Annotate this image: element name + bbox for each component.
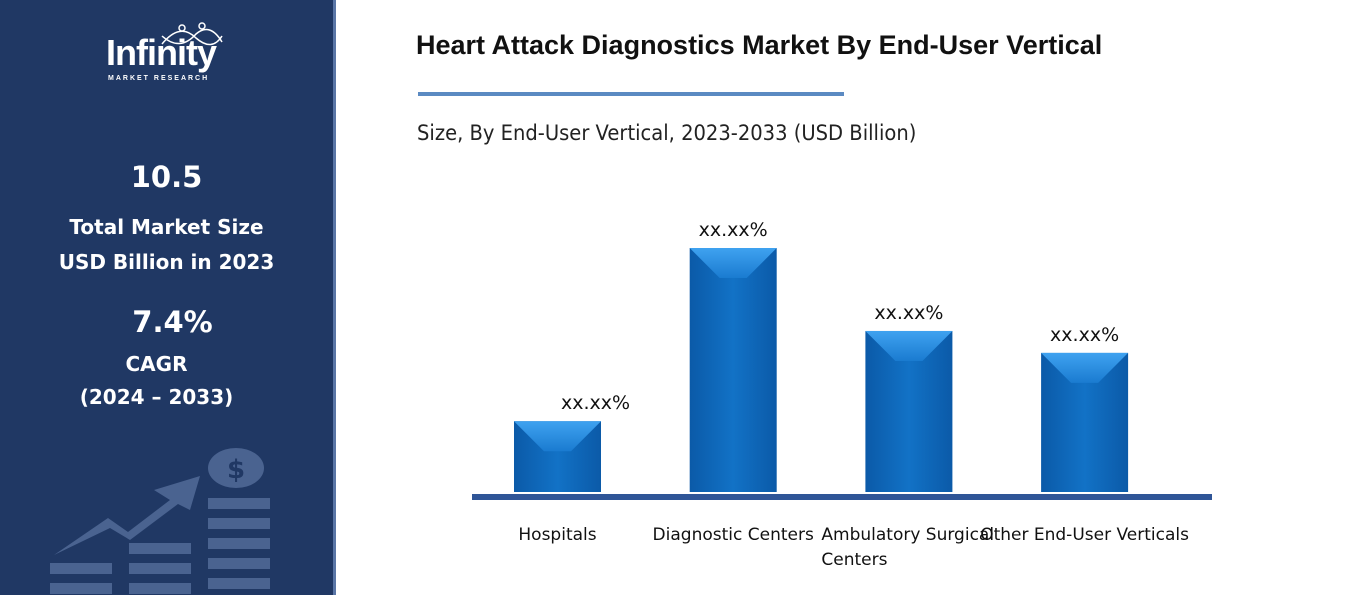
bar-bevel [1041, 352, 1129, 383]
cagr-value: 7.4% [132, 305, 213, 339]
bar-1 [689, 248, 777, 492]
data-label: xx.xx% [1050, 324, 1119, 346]
market-size-value: 10.5 [130, 160, 203, 194]
bar-2 [865, 330, 953, 492]
bar-body [689, 248, 777, 492]
svg-text:$: $ [227, 455, 245, 485]
cagr-label: CAGR [125, 352, 188, 376]
title-underline [418, 92, 844, 96]
bar-bevel [689, 248, 777, 278]
data-label: xx.xx% [874, 302, 943, 324]
data-label: xx.xx% [561, 392, 630, 414]
summary-sidebar: Infinity MARKET RESEARCH 10.5 Total Mark… [0, 0, 336, 595]
bar-0 [514, 421, 601, 492]
data-label: xx.xx% [699, 219, 768, 241]
category-label: Diagnostic Centers [653, 525, 814, 545]
market-size-label: Total Market Size [69, 215, 264, 239]
market-size-unit: USD Billion in 2023 [58, 250, 275, 274]
logo-figures-icon [161, 22, 223, 46]
chart-subtitle: Size, By End-User Vertical, 2023-2033 (U… [417, 121, 917, 145]
category-label: Other End-User Verticals [980, 525, 1189, 545]
bar-bevel [514, 421, 601, 452]
x-axis-line [472, 494, 1212, 500]
growth-chart-illustration-icon: $ [50, 448, 270, 594]
infinity-logo: Infinity MARKET RESEARCH [100, 22, 245, 92]
chart-title: Heart Attack Diagnostics Market By End-U… [416, 30, 1103, 60]
category-label: Hospitals [518, 525, 596, 545]
bar-3 [1041, 352, 1129, 492]
category-label: Centers [821, 550, 887, 570]
category-label: Ambulatory Surgical [821, 525, 994, 545]
bar-bevel [865, 330, 953, 361]
cagr-period: (2024 – 2033) [79, 385, 234, 409]
